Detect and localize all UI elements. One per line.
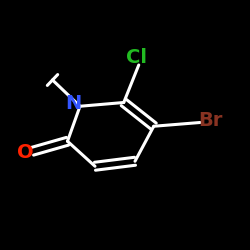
- Text: O: O: [17, 143, 33, 162]
- Text: Cl: Cl: [126, 48, 147, 67]
- Text: Br: Br: [198, 110, 222, 130]
- Text: N: N: [66, 94, 82, 113]
